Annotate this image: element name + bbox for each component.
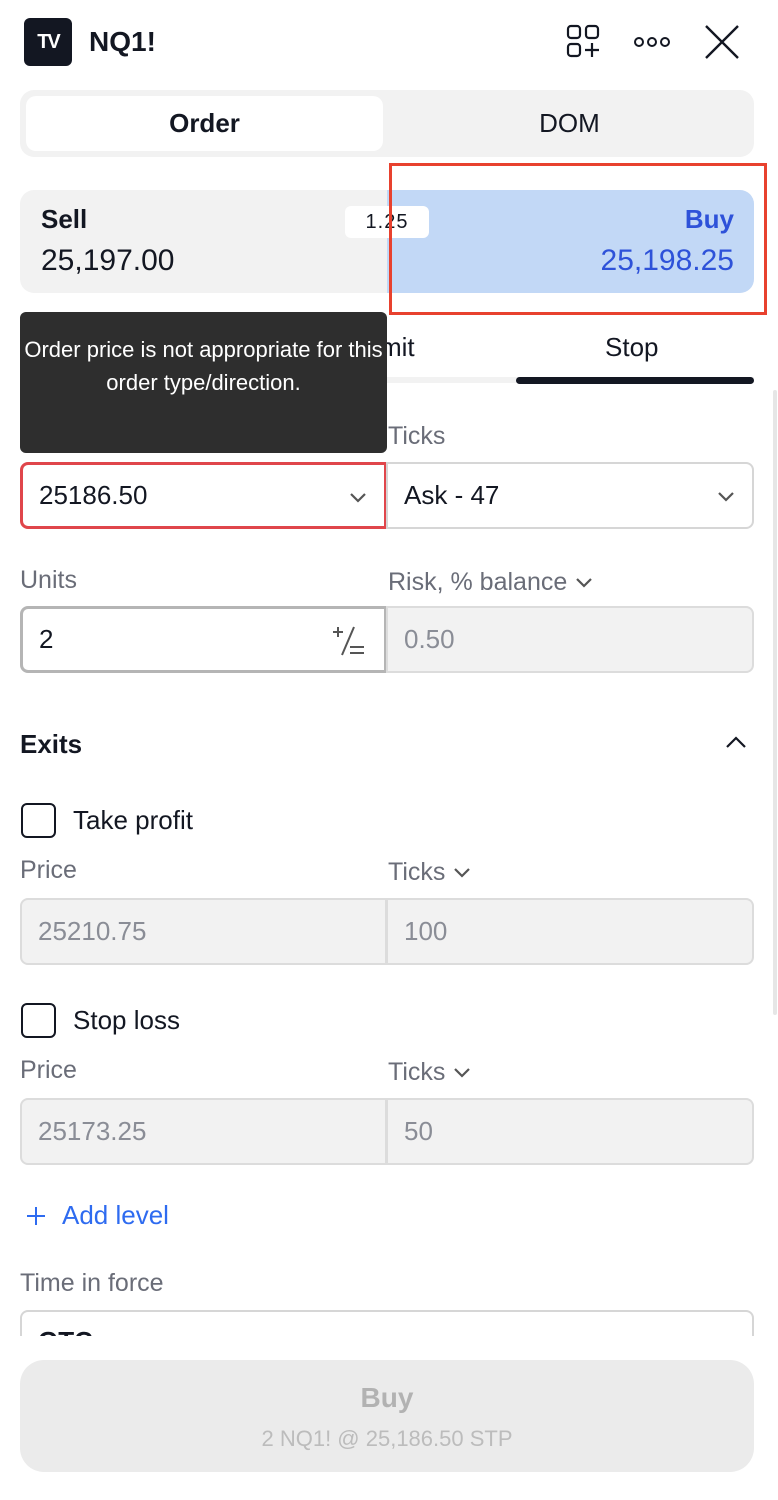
chevron-down-icon: [718, 492, 734, 502]
tab-dom[interactable]: DOM: [539, 108, 600, 138]
spread-badge: 1.25: [345, 206, 429, 238]
sl-ticks-dropdown[interactable]: Ticks: [388, 1058, 472, 1087]
chevron-down-icon: [350, 493, 366, 503]
take-profit-checkbox[interactable]: [21, 803, 56, 838]
chevron-up-icon[interactable]: [724, 734, 748, 750]
sl-price-input[interactable]: 25173.25: [20, 1098, 387, 1165]
scrollbar[interactable]: [773, 390, 777, 1015]
tab-order[interactable]: Order: [26, 96, 383, 151]
tp-ticks-input[interactable]: 100: [386, 898, 754, 965]
symbol-title[interactable]: NQ1!: [89, 26, 156, 57]
sell-price: 25,197.00: [41, 244, 175, 277]
plus-minus-icon[interactable]: [330, 625, 366, 657]
chevron-down-icon: [454, 868, 471, 878]
chevron-down-icon: [454, 1068, 471, 1078]
add-level-button[interactable]: Add level: [26, 1200, 169, 1231]
time-in-force-select[interactable]: GTC: [20, 1310, 754, 1336]
submit-buy-button[interactable]: Buy 2 NQ1! @ 25,186.50 STP: [20, 1360, 754, 1472]
sell-button[interactable]: Sell 25,197.00: [41, 204, 175, 277]
tradingview-logo: TV: [24, 18, 72, 66]
exits-heading: Exits: [20, 729, 83, 759]
chevron-down-icon: [576, 578, 592, 588]
tab-stop[interactable]: Stop: [605, 332, 659, 362]
risk-input[interactable]: 0.50: [386, 606, 754, 673]
active-tab-indicator: [516, 377, 754, 384]
risk-mode-dropdown[interactable]: Risk, % balance: [388, 568, 594, 597]
price-select[interactable]: 25186.50: [20, 462, 387, 529]
ticks-select[interactable]: Ask - 47: [386, 462, 754, 529]
buy-button[interactable]: Buy 25,198.25: [387, 190, 754, 293]
error-tooltip: Order price is not appropriate for this …: [20, 312, 387, 453]
more-icon[interactable]: [632, 22, 672, 62]
units-input[interactable]: 2: [20, 606, 387, 673]
plus-icon: [27, 1206, 45, 1225]
highlight-box: [389, 163, 767, 315]
tp-ticks-dropdown[interactable]: Ticks: [388, 858, 472, 887]
buy-price: 25,198.25: [600, 244, 734, 277]
close-icon[interactable]: [702, 22, 742, 62]
sl-ticks-input[interactable]: 50: [386, 1098, 754, 1165]
stop-loss-checkbox[interactable]: [21, 1003, 56, 1038]
add-layout-icon[interactable]: [564, 22, 604, 62]
view-tabs: Order DOM: [20, 90, 754, 157]
tp-price-input[interactable]: 25210.75: [20, 898, 387, 965]
